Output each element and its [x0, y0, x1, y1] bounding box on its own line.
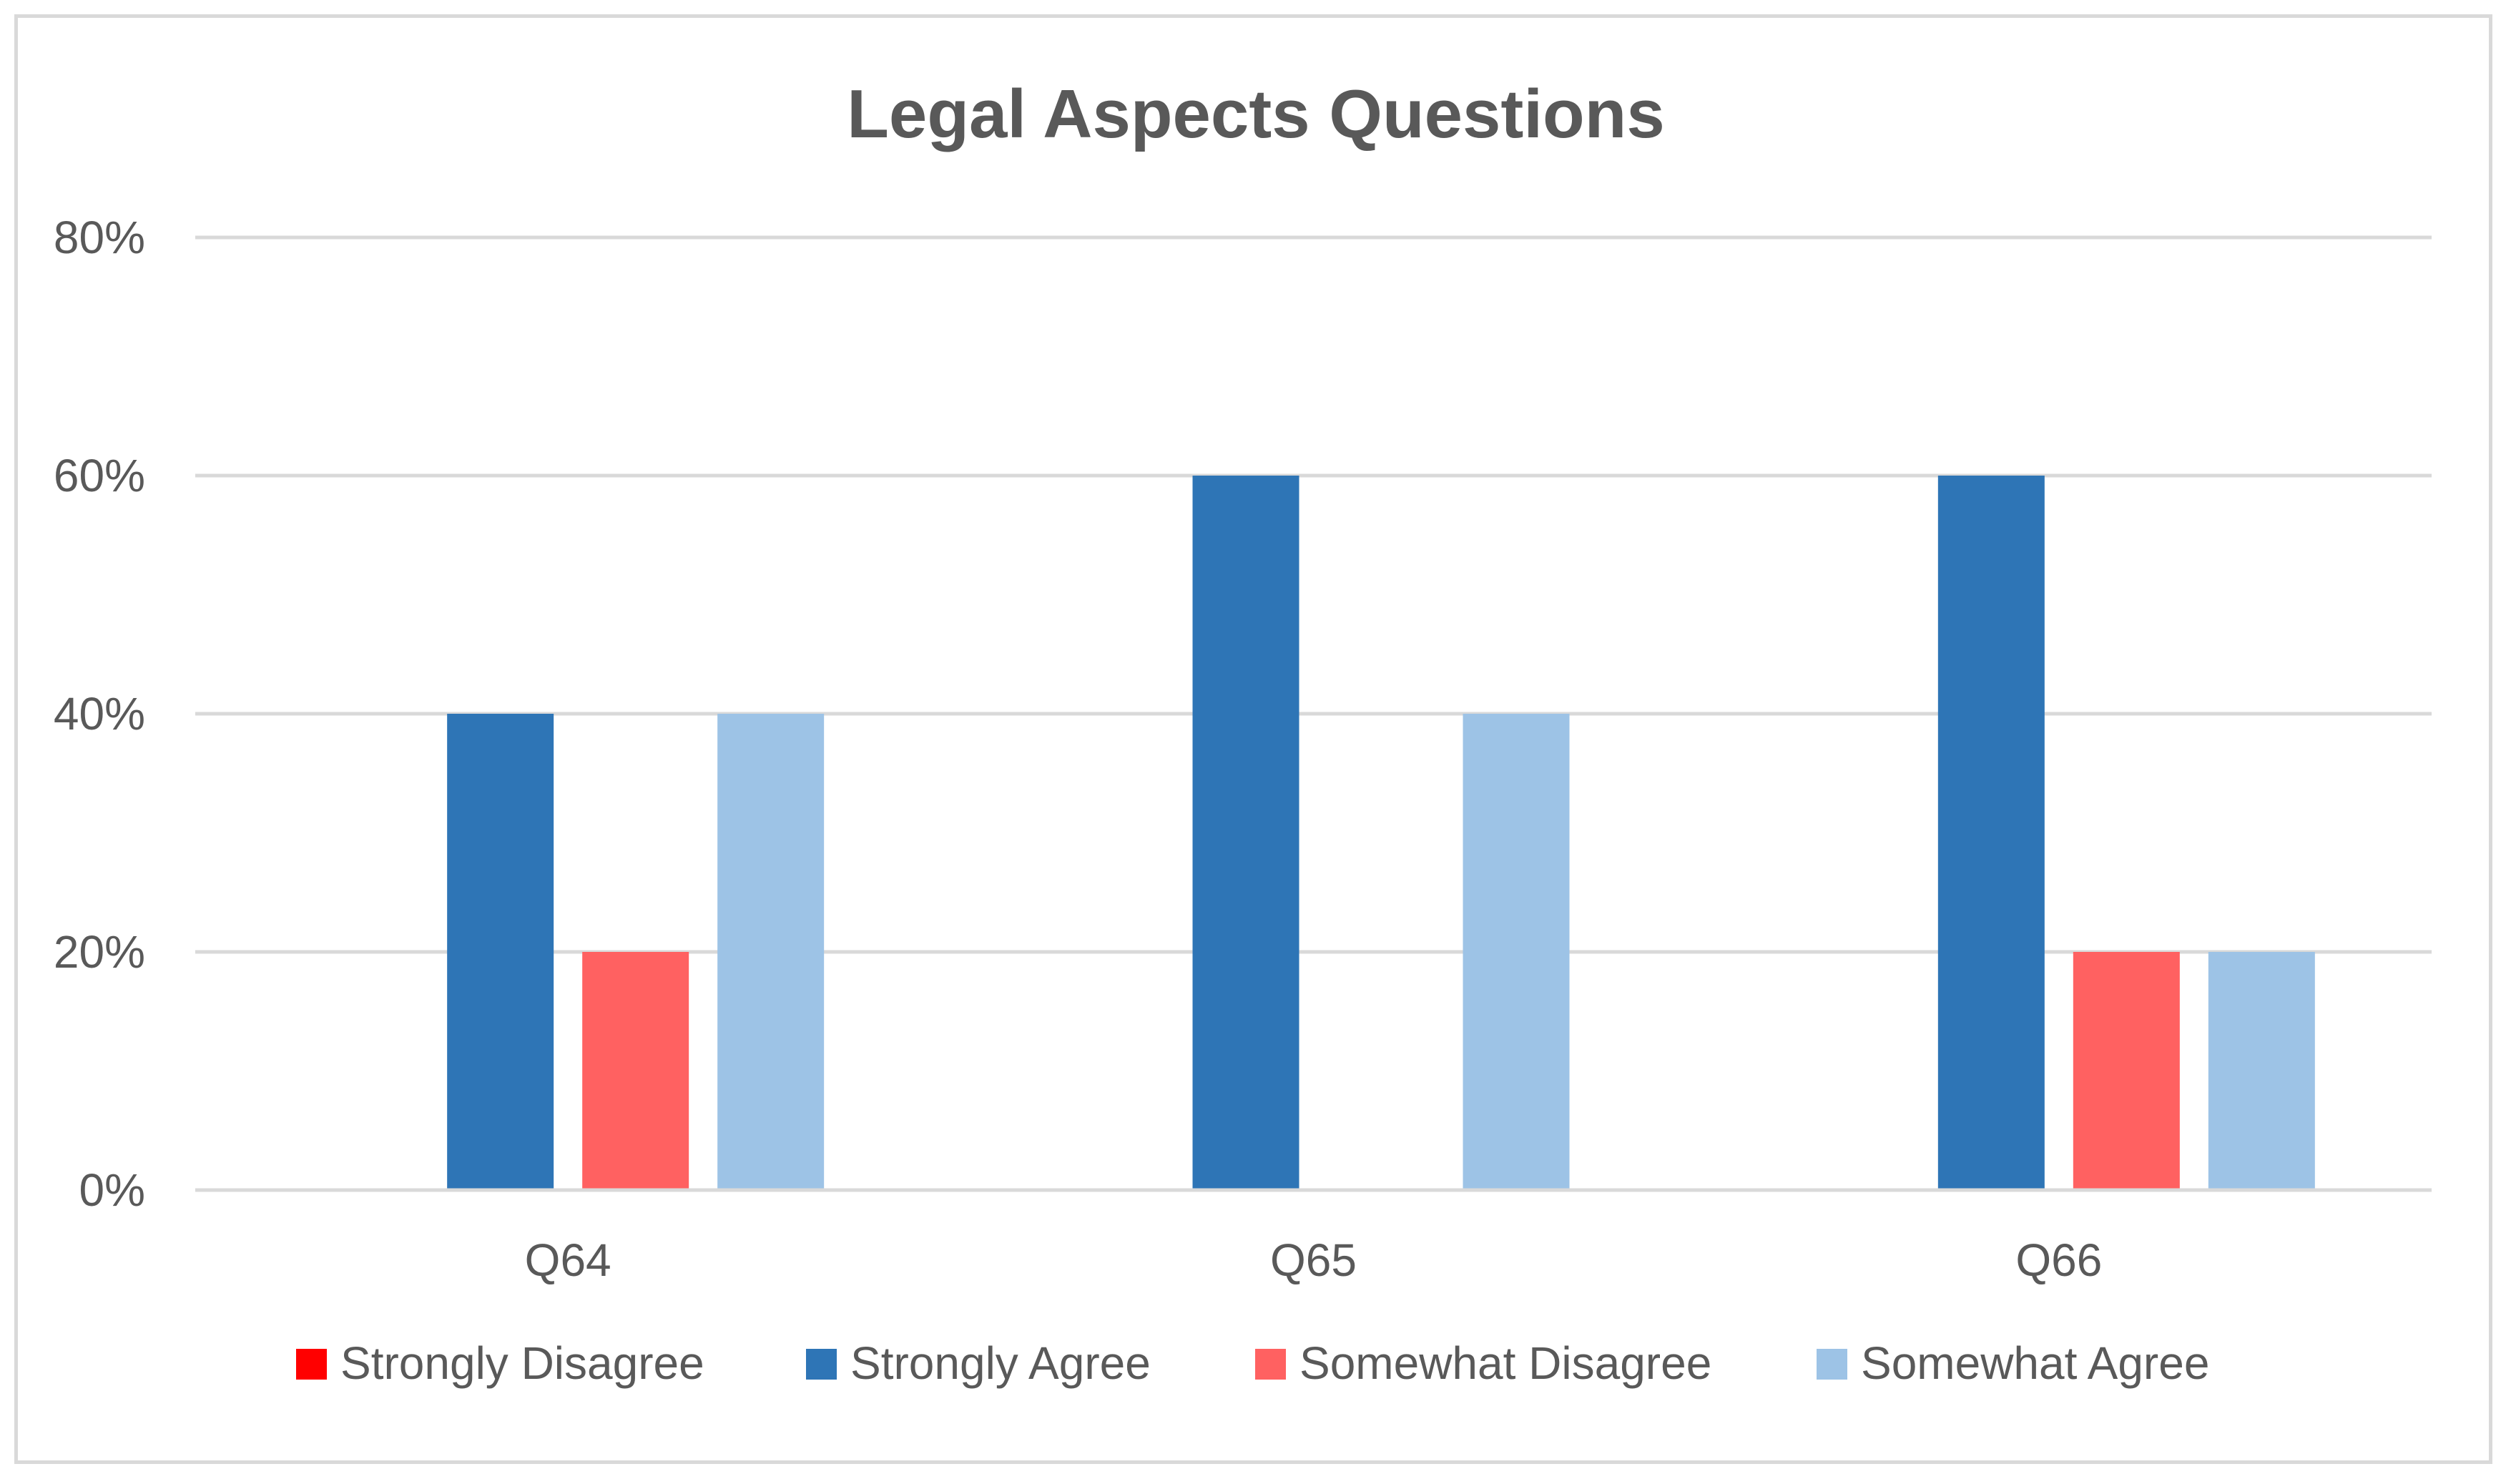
legend-label: Strongly Disagree — [340, 1337, 704, 1389]
bar-q64-somewhat-agree — [717, 714, 825, 1190]
x-tick-label: Q65 — [1270, 1234, 1357, 1286]
legend-label: Somewhat Agree — [1861, 1337, 2209, 1389]
legend-label: Strongly Agree — [850, 1337, 1151, 1389]
y-axis-ticks: 0% 20% 40% 60% 80% — [54, 212, 145, 1216]
legend-label: Somewhat Disagree — [1299, 1337, 1711, 1389]
y-tick-label: 80% — [54, 212, 145, 263]
x-tick-label: Q66 — [2015, 1234, 2102, 1286]
bar-q65-strongly-agree — [1192, 476, 1299, 1190]
chart-title: Legal Aspects Questions — [847, 76, 1664, 152]
legend-swatch-strongly-disagree — [296, 1349, 327, 1380]
legend: Strongly Disagree Strongly Agree Somewhat … — [296, 1337, 2209, 1389]
legend-swatch-somewhat-agree — [1817, 1349, 1847, 1380]
bars — [195, 476, 2432, 1192]
bar-q64-somewhat-disagree — [582, 952, 689, 1190]
y-tick-label: 40% — [54, 688, 145, 739]
y-tick-label: 20% — [54, 926, 145, 978]
x-axis-ticks: Q64 Q65 Q66 — [525, 1234, 2103, 1286]
y-tick-label: 0% — [79, 1164, 146, 1216]
legend-swatch-strongly-agree — [806, 1349, 837, 1380]
bar-q66-somewhat-disagree — [2073, 952, 2180, 1190]
bar-q65-somewhat-agree — [1463, 714, 1570, 1190]
legend-swatch-somewhat-disagree — [1255, 1349, 1286, 1380]
x-tick-label: Q64 — [525, 1234, 611, 1286]
bar-q66-somewhat-agree — [2208, 952, 2315, 1190]
y-tick-label: 60% — [54, 450, 145, 501]
bar-q66-strongly-agree — [1937, 476, 2045, 1190]
bar-q64-strongly-agree — [447, 714, 554, 1190]
